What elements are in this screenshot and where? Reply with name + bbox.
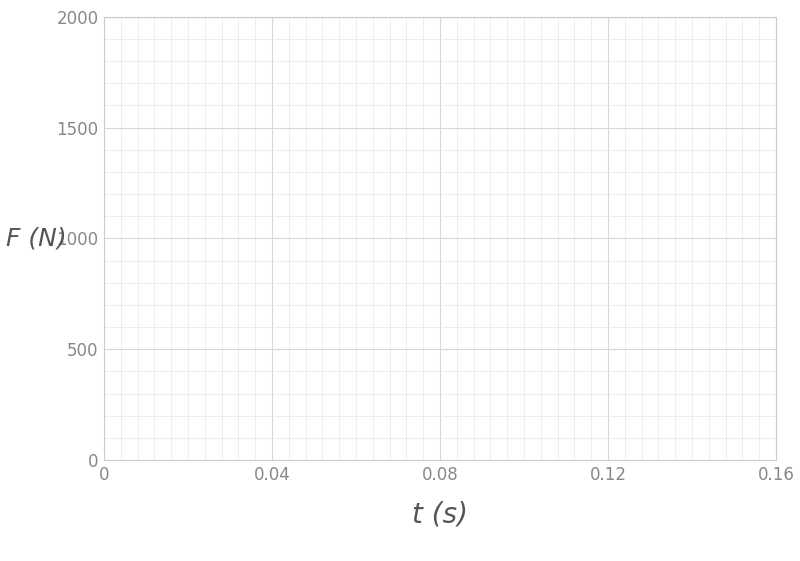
- X-axis label: t (s): t (s): [412, 500, 468, 528]
- Y-axis label: F (N): F (N): [6, 227, 67, 250]
